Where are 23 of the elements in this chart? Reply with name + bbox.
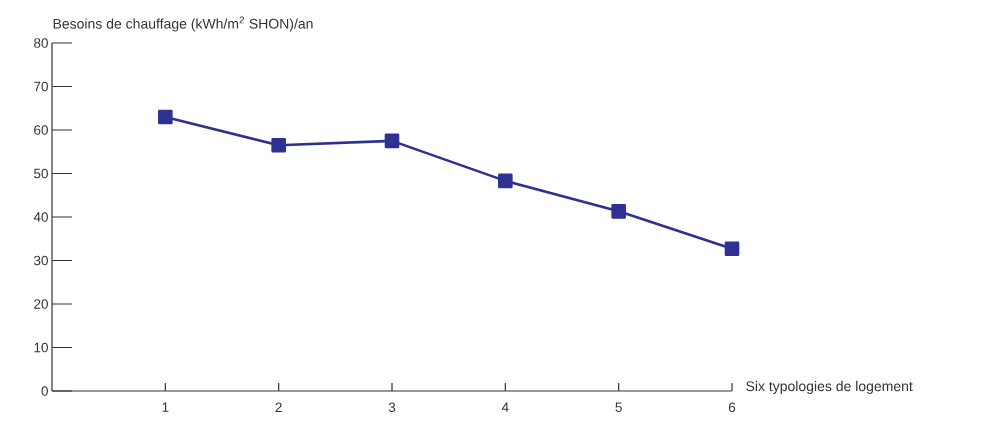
y-tick-label: 50 — [34, 168, 48, 179]
x-tick-label: 5 — [615, 402, 622, 412]
y-tick-label: 70 — [34, 81, 48, 92]
x-tick-label: 2 — [275, 402, 282, 412]
point — [498, 173, 513, 189]
x-axis-title: Six typologies de logement — [746, 380, 913, 394]
y-tick-label: 80 — [34, 38, 48, 48]
y-tick-label: 60 — [34, 125, 48, 135]
y-tick-label: 20 — [34, 299, 48, 309]
x-tick-label: 4 — [501, 402, 509, 412]
point — [384, 133, 400, 149]
point — [158, 109, 173, 125]
y-axis-title: Besoins de chauffage (kWh/m$^{2}$ SHON)/an — [53, 16, 313, 32]
y-tick-label: 10 — [34, 342, 48, 353]
x-tick-label: 3 — [388, 402, 396, 413]
y-tick-label: 30 — [33, 255, 48, 266]
x-tick-label: 6 — [728, 402, 736, 413]
x-tick-label: 1 — [162, 402, 169, 412]
y-tick-label: 0 — [41, 386, 48, 396]
point — [271, 137, 286, 153]
point — [724, 241, 740, 257]
y-tick-label: 40 — [33, 212, 48, 222]
point — [611, 204, 626, 219]
